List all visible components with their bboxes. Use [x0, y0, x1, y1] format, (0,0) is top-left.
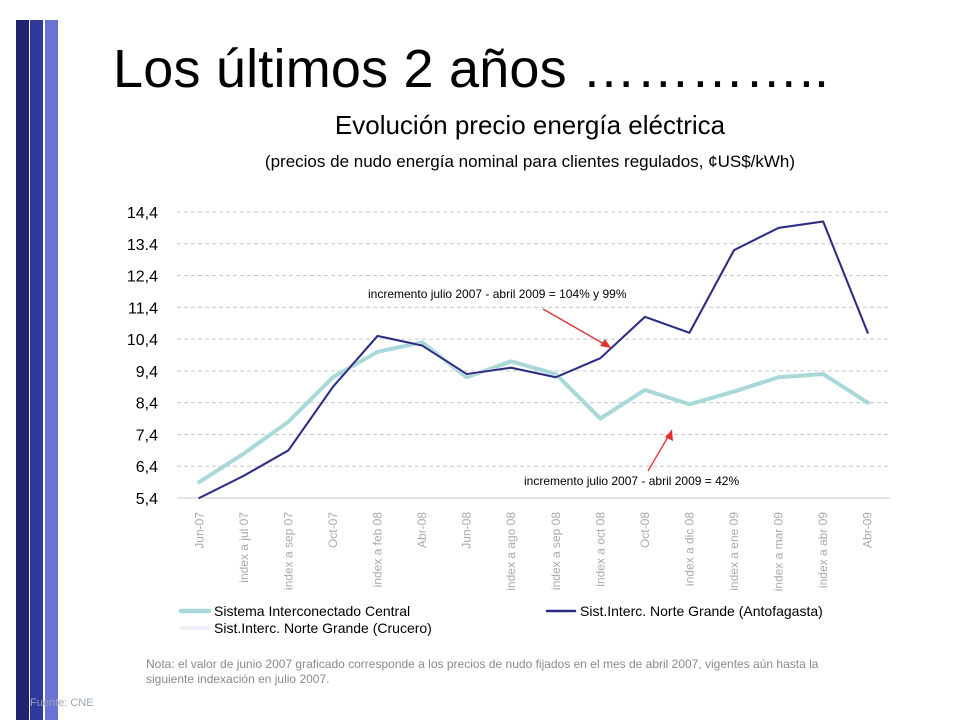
x-tick-label: index a sep 08 — [549, 512, 563, 590]
y-tick-label: 9,4 — [136, 364, 158, 381]
footnote: Nota: el valor de junio 2007 graficado c… — [146, 657, 819, 686]
chart-title: Evolución precio energía eléctrica — [334, 110, 726, 140]
x-tick-label: index a mar 09 — [772, 512, 786, 592]
slide-title: Los últimos 2 años ………….. — [113, 39, 830, 99]
y-tick-label: 6,4 — [136, 459, 158, 476]
y-tick-label: 5,4 — [136, 491, 158, 508]
x-tick-label: Oct-08 — [638, 512, 652, 548]
x-tick-label: index a ene 09 — [727, 512, 741, 591]
y-tick-label: 10,4 — [127, 332, 158, 349]
source-label: Fuente: CNE — [30, 697, 94, 709]
series-line-2 — [197, 220, 870, 500]
x-tick-label: Jun-07 — [192, 512, 206, 549]
annotation-arrowhead-2 — [665, 430, 673, 441]
series-line-1 — [198, 220, 869, 499]
y-tick-label: 12,4 — [127, 269, 158, 286]
x-tick-label: Abr-09 — [861, 512, 875, 548]
y-tick-label: 7,4 — [136, 427, 158, 444]
legend-label-2: Sist.Interc. Norte Grande (Crucero) — [214, 620, 432, 636]
x-tick-label: index a abr 09 — [816, 512, 830, 588]
legend-label-0: Sistema Interconectado Central — [214, 603, 410, 619]
annotation-text-1: incremento julio 2007 - abril 2009 = 104… — [368, 287, 627, 301]
annotation-arrowhead-1 — [600, 339, 611, 348]
annotation-text-2: incremento julio 2007 - abril 2009 = 42% — [524, 474, 739, 488]
x-tick-label: index a ago 08 — [504, 512, 518, 591]
chart-subtitle: (precios de nudo energía nominal para cl… — [264, 152, 796, 171]
x-tick-label: index a sep 07 — [281, 512, 295, 590]
y-tick-label: 8,4 — [136, 396, 158, 413]
x-tick-label: index a jul 07 — [237, 512, 251, 583]
x-tick-label: Abr-08 — [415, 512, 429, 548]
y-tick-label: 14,4 — [127, 205, 158, 222]
decor-bar-3 — [45, 20, 58, 720]
annotation-arrow-1 — [542, 308, 612, 349]
x-tick-label: index a dic 08 — [682, 512, 696, 586]
x-tick-label: index a oct 08 — [593, 512, 607, 587]
legend-label-1: Sist.Interc. Norte Grande (Antofagasta) — [580, 603, 823, 619]
y-tick-label: 11,4 — [128, 300, 158, 317]
decor-bar-2 — [30, 20, 43, 720]
decor-bar-1 — [16, 20, 29, 720]
x-tick-label: Oct-07 — [326, 512, 340, 548]
series-line-0 — [197, 340, 870, 485]
x-tick-label: index a feb 08 — [371, 512, 385, 588]
y-tick-label: 13.4 — [127, 237, 158, 254]
x-tick-label: Jun-08 — [460, 512, 474, 549]
